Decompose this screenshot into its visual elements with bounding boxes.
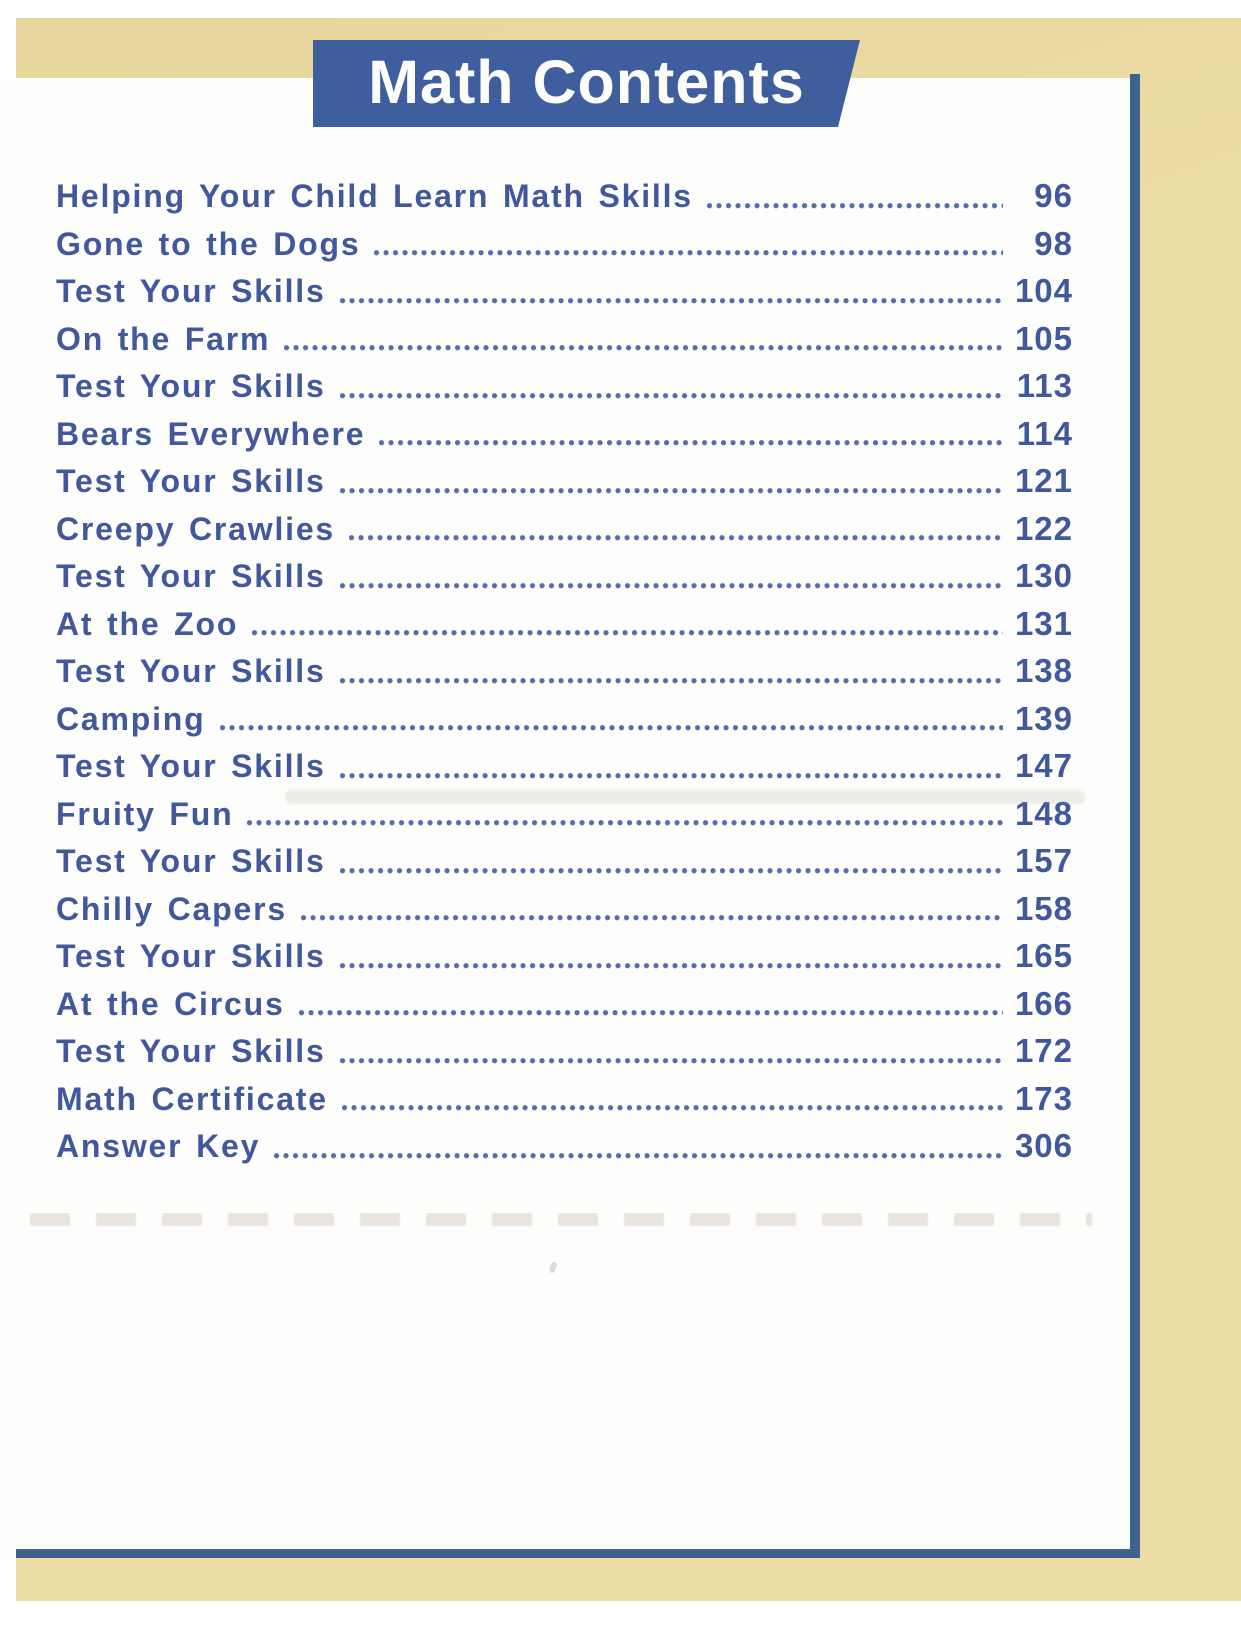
toc-row: At the Circus 166	[56, 980, 1073, 1028]
toc-row: Test Your Skills 104	[56, 267, 1073, 315]
toc-dot-leader	[349, 535, 1003, 541]
toc-page-number: 139	[1014, 699, 1073, 737]
toc-entry-label: Test Your Skills	[56, 843, 326, 879]
toc-entry-label: Test Your Skills	[56, 938, 326, 974]
toc-row: Camping 139	[56, 695, 1073, 743]
toc-page-number: 138	[1014, 652, 1073, 689]
toc-row: At the Zoo 131	[56, 600, 1073, 648]
page-border-bottom	[16, 1549, 1140, 1558]
toc-row: Gone to the Dogs 98	[56, 220, 1073, 268]
toc-entry-label: Test Your Skills	[56, 1033, 326, 1069]
toc-entry-label: Test Your Skills	[56, 463, 326, 499]
scan-smudge	[285, 790, 1085, 804]
toc-row: On the Farm 105	[56, 315, 1073, 363]
toc-dot-leader	[379, 440, 1003, 446]
toc-page-number: 173	[1014, 1079, 1073, 1117]
toc-dot-leader	[339, 297, 1003, 304]
toc-page-number: 306	[1014, 1127, 1073, 1164]
toc-row: Math Certificate 173	[56, 1075, 1073, 1123]
toc-entry-label: Test Your Skills	[56, 748, 326, 784]
toc-page-number: 172	[1014, 1032, 1073, 1069]
toc-page-number: 98	[1034, 224, 1073, 262]
toc-dot-leader	[339, 392, 1003, 399]
toc-dot-leader	[706, 202, 1003, 209]
toc-entry-label: Fruity Fun	[56, 795, 234, 832]
toc-row: Test Your Skills 121	[56, 457, 1073, 505]
title-banner: Math Contents	[313, 40, 860, 127]
toc-entry-label: Chilly Capers	[56, 890, 287, 927]
toc-page-number: 104	[1014, 272, 1073, 309]
toc-row: Test Your Skills 172	[56, 1027, 1073, 1075]
toc-entry-label: Camping	[56, 700, 206, 737]
toc-dot-leader	[339, 487, 1003, 494]
toc-row: Test Your Skills 165	[56, 932, 1073, 980]
toc-page-number: 121	[1014, 462, 1073, 499]
toc-row: Bears Everywhere 114	[56, 410, 1073, 458]
toc-page-number: 114	[1016, 414, 1073, 452]
toc-entry-label: Test Your Skills	[56, 273, 326, 309]
toc-row: Test Your Skills 113	[56, 362, 1073, 410]
toc-entry-label: On the Farm	[56, 320, 271, 357]
toc-entry-label: Bears Everywhere	[56, 415, 366, 452]
toc-page-number: 122	[1014, 509, 1073, 547]
toc-entry-label: Test Your Skills	[56, 558, 326, 594]
page-title: Math Contents	[368, 47, 805, 116]
toc-entry-label: Test Your Skills	[56, 653, 326, 689]
toc-dot-leader	[252, 630, 1003, 636]
toc-entry-label: At the Circus	[56, 985, 285, 1022]
toc-row: Test Your Skills 147	[56, 742, 1073, 790]
toc-dot-leader	[339, 1057, 1003, 1064]
content-page	[0, 78, 1140, 1558]
toc-entry-label: Gone to the Dogs	[56, 225, 361, 262]
toc-row: Answer Key 306	[56, 1122, 1073, 1170]
toc-row: Creepy Crawlies 122	[56, 505, 1073, 553]
toc-dot-leader	[219, 725, 1003, 731]
toc-page-number: 158	[1014, 889, 1073, 927]
toc-dot-leader	[341, 1105, 1003, 1111]
toc-entry-label: Creepy Crawlies	[56, 510, 336, 547]
toc-dot-leader	[300, 915, 1003, 921]
toc-page-number: 166	[1014, 984, 1073, 1022]
toc-dot-leader	[298, 1010, 1003, 1016]
toc-dot-leader	[339, 962, 1003, 969]
toc-dot-leader	[339, 582, 1003, 589]
toc-page-number: 130	[1014, 557, 1073, 594]
toc-page-number: 147	[1014, 747, 1073, 784]
toc-row: Fruity Fun 148	[56, 790, 1073, 838]
toc-entry-label: Math Certificate	[56, 1080, 328, 1117]
scan-smudge	[30, 1213, 1092, 1226]
toc-page-number: 96	[1034, 177, 1073, 214]
toc-page-number: 165	[1014, 937, 1073, 974]
toc-row: Helping Your Child Learn Math Skills 96	[56, 172, 1073, 220]
toc-entry-label: Helping Your Child Learn Math Skills	[56, 178, 693, 214]
toc-list: Helping Your Child Learn Math Skills 96 …	[56, 172, 1073, 1170]
toc-dot-leader	[374, 250, 1003, 256]
toc-dot-leader	[339, 677, 1003, 684]
toc-dot-leader	[284, 345, 1003, 351]
toc-page-number: 131	[1014, 604, 1073, 642]
toc-row: Test Your Skills 157	[56, 837, 1073, 885]
toc-entry-label: Answer Key	[56, 1128, 261, 1164]
toc-page-number: 157	[1014, 842, 1073, 879]
toc-dot-leader	[339, 867, 1003, 874]
toc-entry-label: At the Zoo	[56, 605, 239, 642]
toc-row: Test Your Skills 138	[56, 647, 1073, 695]
toc-entry-label: Test Your Skills	[56, 368, 326, 404]
toc-page-number: 148	[1014, 794, 1073, 832]
toc-row: Test Your Skills 130	[56, 552, 1073, 600]
page-border-right	[1130, 74, 1140, 1558]
toc-dot-leader	[274, 1152, 1003, 1159]
toc-row: Chilly Capers 158	[56, 885, 1073, 933]
toc-dot-leader	[247, 820, 1003, 826]
toc-page-number: 113	[1016, 367, 1073, 404]
toc-page-number: 105	[1014, 319, 1073, 357]
toc-dot-leader	[339, 772, 1003, 779]
